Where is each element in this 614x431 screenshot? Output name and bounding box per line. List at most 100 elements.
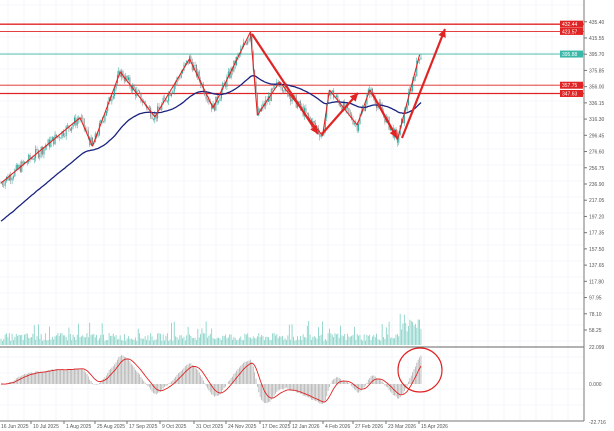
volume-bar (218, 337, 220, 345)
trend-arrows (251, 28, 447, 139)
volume-bar (43, 339, 45, 345)
volume-bar (194, 337, 196, 345)
volume-bar (132, 339, 134, 345)
volume-bar (360, 339, 362, 345)
volume-bar (180, 335, 182, 345)
volume-bar (79, 337, 81, 345)
volume-bar (21, 334, 23, 345)
candle-body (170, 93, 172, 97)
price-tick-label: 316.30 (589, 117, 605, 123)
volume-bar (294, 340, 296, 345)
zigzag-segment (91, 71, 121, 147)
candle-body (280, 86, 282, 88)
volume-bar (164, 340, 165, 345)
date-tick-label: 16 Jun 2025 (1, 424, 29, 430)
volume-bar (376, 333, 378, 345)
candle-body (190, 56, 192, 62)
candle-body (119, 70, 121, 77)
volume-bar (362, 340, 364, 345)
volume-bar (248, 337, 250, 345)
candle-body (83, 118, 85, 128)
volume-bar (189, 334, 190, 345)
candle-body (377, 105, 379, 108)
candle-body (331, 90, 333, 93)
volume-bar (94, 337, 96, 345)
candle-body (366, 95, 368, 105)
volume-bar (125, 340, 127, 345)
price-tick-label: 435.40 (589, 20, 605, 26)
volume-bar (143, 338, 145, 345)
volume-bar (169, 339, 171, 345)
volume-bar (345, 340, 347, 345)
candle-body (222, 83, 224, 91)
volume-bar (281, 335, 283, 345)
volume-bar (304, 337, 305, 345)
candle-body (208, 99, 210, 103)
zigzag-segment (356, 89, 371, 126)
volume-bar (182, 338, 183, 345)
date-tick-label: 9 Oct 2025 (162, 424, 187, 430)
volume-bar (200, 334, 201, 345)
candle-body (410, 89, 412, 91)
volume-bar (305, 337, 307, 345)
candle-body (103, 121, 105, 122)
volume-bar (38, 324, 39, 345)
volume-bar (384, 338, 386, 345)
volume-bar (215, 338, 217, 345)
candle-body (11, 178, 13, 181)
volume-bar (385, 327, 387, 345)
volume-bar (372, 336, 373, 345)
grid (0, 0, 584, 421)
volume-bar (266, 336, 268, 345)
price-tick-label: 336.15 (589, 101, 605, 107)
volume-bar (367, 335, 369, 345)
candle-body (243, 42, 245, 47)
volume-bar (128, 336, 129, 345)
candle-body (91, 137, 93, 145)
candle-body (204, 92, 206, 96)
volume-bar (398, 336, 400, 345)
volume-bar (197, 328, 199, 345)
candle-body (21, 161, 23, 172)
candle-body (14, 169, 16, 177)
level-lines[interactable] (0, 23, 584, 95)
price-tick-label: 78.10 (589, 312, 602, 318)
volume-bar (312, 337, 314, 345)
candle-body (306, 112, 308, 114)
candle-body (151, 117, 153, 119)
volume-bar (392, 338, 394, 345)
volume-bar (243, 340, 244, 345)
volume-bar (352, 334, 354, 345)
volume-bar (36, 336, 38, 345)
volume-bar (42, 340, 43, 345)
volume-bar (222, 335, 224, 345)
candle-body (78, 119, 80, 121)
candle-body (179, 77, 181, 79)
candle-body (111, 98, 113, 102)
volume-bar (327, 333, 329, 345)
candle-body (299, 101, 301, 108)
volume-bar (57, 333, 59, 345)
level-label-box (560, 20, 583, 28)
volume-bar (112, 333, 114, 345)
candle-body (133, 85, 135, 89)
volume-bar (347, 333, 348, 345)
volume-bar (236, 340, 238, 345)
volume-bar (284, 338, 286, 345)
candle-body (205, 95, 207, 100)
candle-body (62, 131, 64, 136)
level-label: 432.44 (562, 22, 578, 28)
volume-bar (93, 333, 95, 345)
candle-body (37, 150, 39, 158)
candle-body (356, 123, 358, 131)
volume-bar (201, 328, 203, 345)
volume-bar (166, 333, 168, 345)
volume-bar (370, 340, 372, 345)
price-tick-label: 395.70 (589, 52, 605, 58)
volume-bar (313, 335, 315, 345)
candle-body (112, 95, 114, 99)
volume-bar (68, 327, 70, 345)
candle-body (39, 154, 41, 158)
volume-bar (317, 327, 319, 345)
